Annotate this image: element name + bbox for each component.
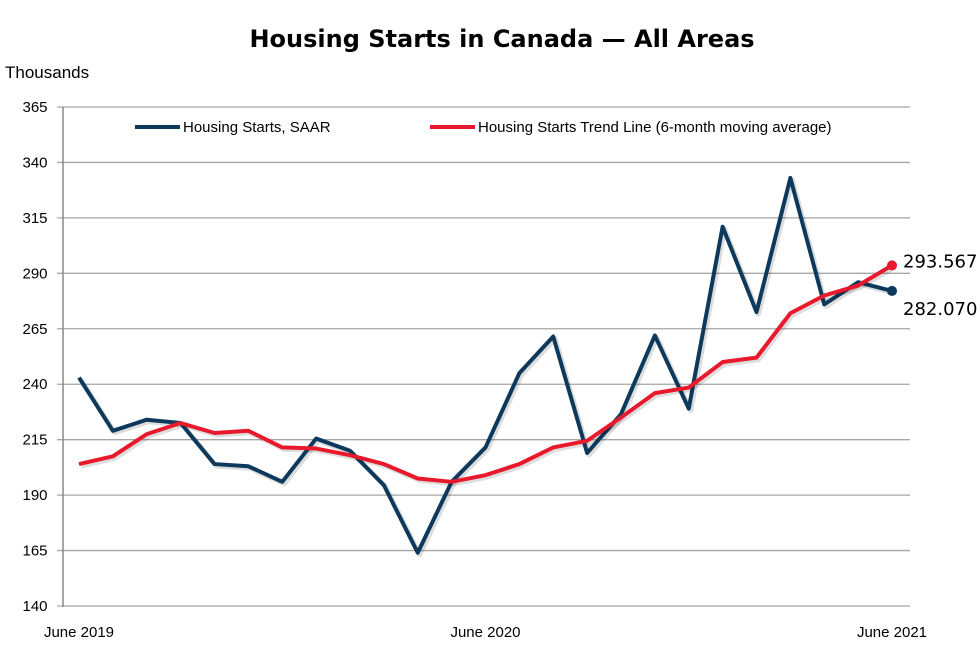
x-tick-label: June 2020 [450, 624, 520, 641]
y-tick-label: 240 [22, 376, 47, 393]
y-tick-label: 365 [22, 99, 47, 116]
data-point [887, 285, 897, 296]
y-tick-label: 140 [22, 598, 47, 615]
data-labels: 293.567 282.070 [903, 251, 977, 319]
series-shadow [80, 265, 896, 487]
y-tick-label: 290 [22, 265, 47, 282]
y-tick-label: 165 [22, 543, 47, 560]
chart-title: Housing Starts in Canada — All Areas [249, 25, 754, 53]
series-lines [77, 175, 897, 558]
gridlines [57, 106, 910, 607]
y-tick-label: 215 [22, 432, 47, 449]
y-tick-label: 315 [22, 210, 47, 227]
legend-label-trend: Housing Starts Trend Line (6-month movin… [478, 119, 832, 136]
y-tick-label: 265 [22, 321, 47, 338]
legend: Housing Starts, SAAR Housing Starts Tren… [135, 119, 832, 136]
series-shadow [78, 177, 895, 558]
y-tick-label: 190 [22, 487, 47, 504]
x-tick-labels: June 2019 June 2020 June 2021 [44, 624, 927, 641]
x-tick-label: June 2021 [857, 624, 927, 641]
y-tick-label: 340 [22, 154, 47, 171]
x-tick-label: June 2019 [44, 624, 114, 641]
series-line-saar [77, 175, 893, 555]
data-label: 282.070 [903, 299, 977, 320]
legend-label-saar: Housing Starts, SAAR [183, 119, 331, 136]
y-tick-labels: 140 165 190 215 240 265 290 315 340 365 [22, 99, 47, 615]
data-point [887, 260, 897, 271]
data-label: 293.567 [903, 251, 977, 272]
y-axis-label: Thousands [5, 63, 89, 82]
